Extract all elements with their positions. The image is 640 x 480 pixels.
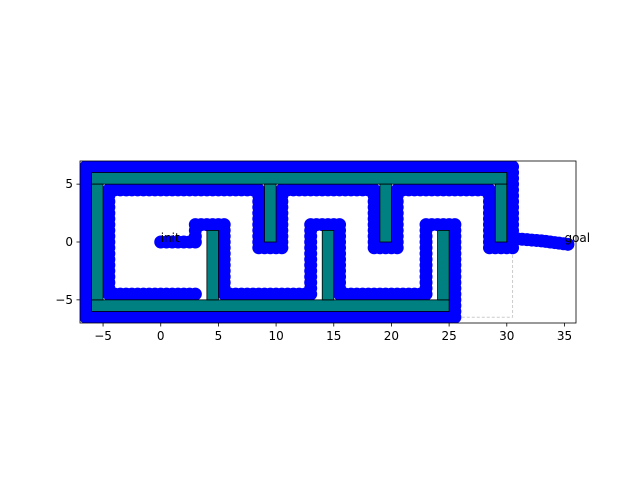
x-tick-label: 30 (499, 329, 514, 343)
obstacle (206, 230, 219, 301)
x-tick-label: 10 (268, 329, 283, 343)
x-tick-label: 35 (557, 329, 572, 343)
path-point (188, 287, 202, 301)
x-tick-label: 15 (326, 329, 341, 343)
obstacle (321, 230, 335, 301)
obstacle (264, 183, 277, 243)
obstacle (91, 299, 450, 312)
obstacle (494, 183, 508, 243)
y-tick-label: 0 (65, 235, 73, 249)
x-tick-label: 20 (384, 329, 399, 343)
path-point (561, 237, 575, 251)
obstacle (91, 183, 104, 301)
x-tick-label: 0 (157, 329, 165, 343)
x-tick-label: 5 (215, 329, 223, 343)
y-tick-label: −5 (55, 293, 73, 307)
obstacle (379, 183, 392, 243)
annotation-init: init (161, 231, 180, 245)
annotation-goal: goal (564, 231, 590, 245)
x-tick-label: 25 (441, 329, 456, 343)
y-tick-label: 5 (65, 177, 73, 191)
obstacle (437, 230, 450, 301)
x-tick-label: −5 (94, 329, 112, 343)
obstacle (91, 172, 508, 185)
